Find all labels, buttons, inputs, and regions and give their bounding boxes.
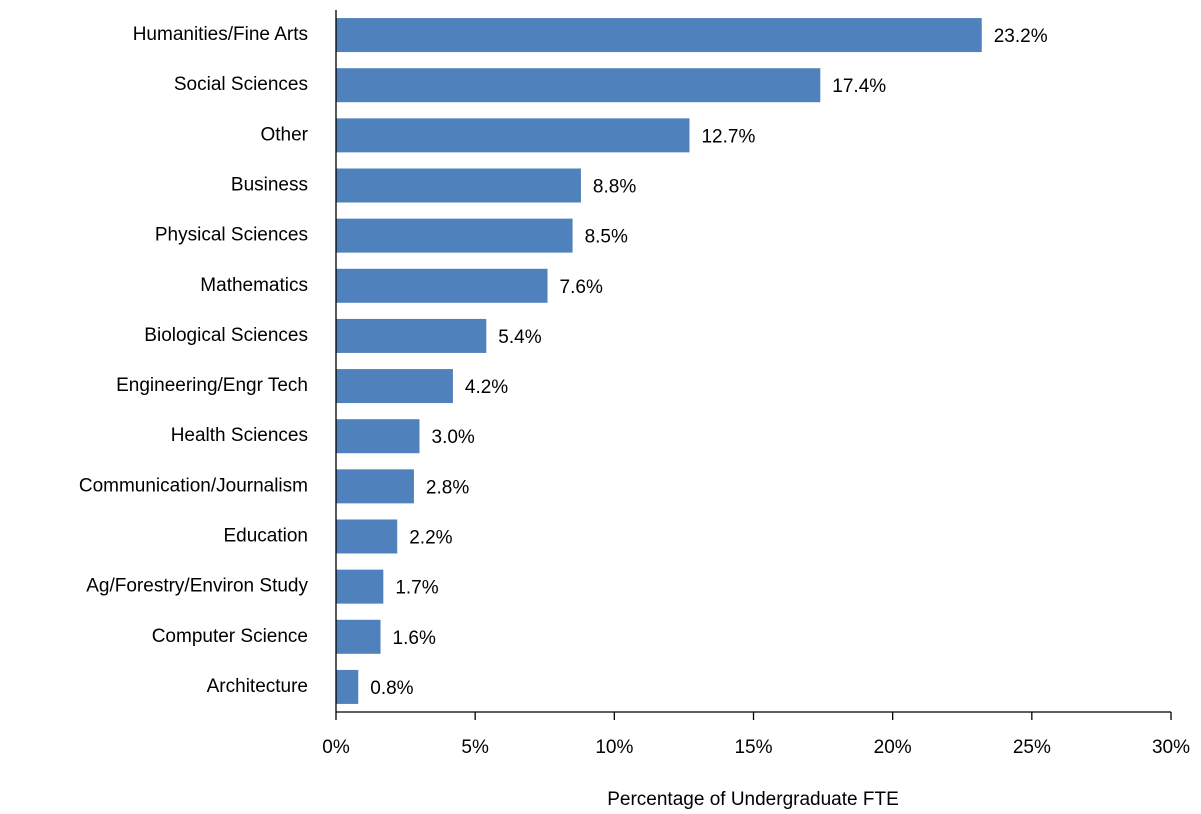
value-label: 2.8% [426, 477, 469, 498]
y-tick-label: Health Sciences [171, 425, 308, 446]
y-tick-label: Social Sciences [174, 74, 308, 95]
y-tick-label: Architecture [207, 676, 308, 697]
y-tick-label: Ag/Forestry/Environ Study [86, 576, 308, 597]
bar [336, 268, 548, 303]
value-label: 8.8% [593, 177, 636, 198]
bar [336, 218, 573, 253]
bar [336, 669, 359, 704]
x-tick-label: 30% [1152, 737, 1190, 758]
value-label: 4.2% [465, 377, 508, 398]
bar [336, 318, 487, 353]
bar [336, 619, 381, 654]
bar [336, 469, 414, 504]
bar [336, 18, 982, 53]
value-label: 2.2% [409, 528, 452, 549]
x-tick-label: 15% [734, 737, 772, 758]
bar [336, 569, 384, 604]
value-label: 7.6% [560, 277, 603, 298]
value-label: 3.0% [432, 427, 475, 448]
value-label: 8.5% [585, 227, 628, 248]
y-tick-label: Business [231, 175, 308, 196]
x-tick-label: 20% [874, 737, 912, 758]
y-tick-label: Biological Sciences [144, 325, 308, 346]
bar [336, 68, 821, 103]
bar [336, 369, 453, 404]
x-tick-label: 25% [1013, 737, 1051, 758]
y-tick-label: Communication/Journalism [79, 475, 308, 496]
y-tick-label: Other [260, 124, 308, 145]
bar [336, 168, 581, 203]
y-tick-label: Education [223, 526, 308, 547]
value-label: 1.7% [395, 578, 438, 599]
bar [336, 519, 398, 554]
x-axis-title: Percentage of Undergraduate FTE [607, 789, 899, 810]
value-label: 1.6% [393, 628, 436, 649]
y-tick-label: Physical Sciences [155, 225, 308, 246]
bar [336, 419, 420, 454]
value-label: 0.8% [370, 678, 413, 699]
x-tick-label: 10% [595, 737, 633, 758]
y-tick-label: Humanities/Fine Arts [133, 24, 308, 45]
value-label: 12.7% [701, 126, 755, 147]
y-tick-label: Computer Science [152, 626, 308, 647]
x-tick-label: 0% [322, 737, 350, 758]
bar [336, 118, 690, 153]
y-tick-label: Mathematics [200, 275, 308, 296]
y-tick-label: Engineering/Engr Tech [116, 375, 308, 396]
value-label: 23.2% [994, 26, 1048, 47]
value-label: 5.4% [498, 327, 541, 348]
value-label: 17.4% [832, 76, 886, 97]
x-tick-label: 5% [461, 737, 489, 758]
